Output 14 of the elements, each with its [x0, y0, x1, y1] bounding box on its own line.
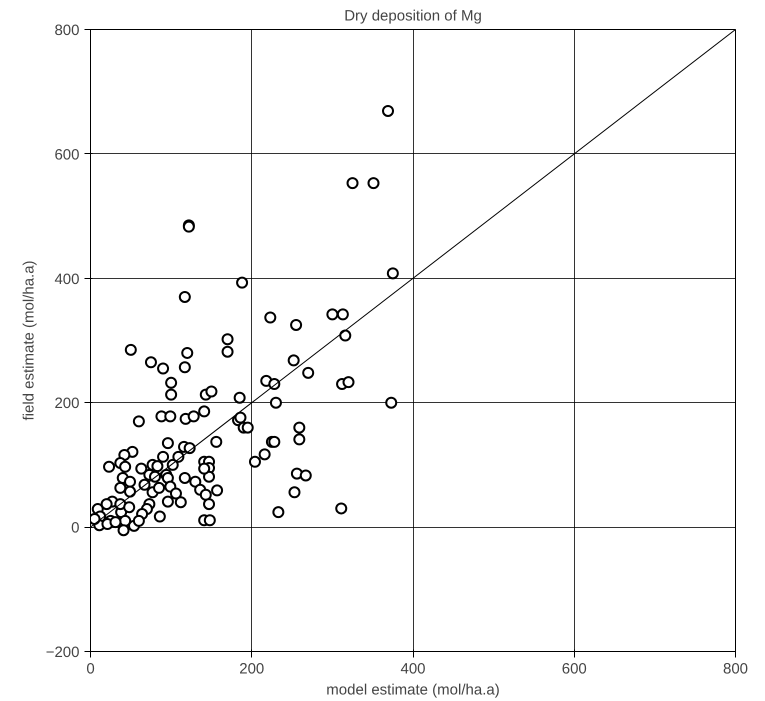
x-tick-label: 600: [562, 660, 587, 678]
x-tick-label: 200: [239, 660, 264, 678]
y-tick-label: 400: [54, 270, 80, 288]
y-tick-label: 600: [54, 146, 80, 164]
y-tick-label: 0: [71, 520, 80, 537]
y-tick-label: −200: [46, 644, 80, 661]
x-tick-label: 800: [722, 660, 748, 678]
x-tick-label: 0: [86, 660, 95, 678]
x-axis-title: model estimate (mol/ha.a): [326, 682, 500, 698]
chart-title: Dry deposition of Mg: [344, 8, 482, 24]
y-tick-label: 200: [54, 395, 80, 412]
x-tick-label: 400: [400, 660, 426, 678]
y-tick-label: 800: [54, 22, 80, 39]
y-axis-title: field estimate (mol/ha.a): [20, 260, 38, 421]
